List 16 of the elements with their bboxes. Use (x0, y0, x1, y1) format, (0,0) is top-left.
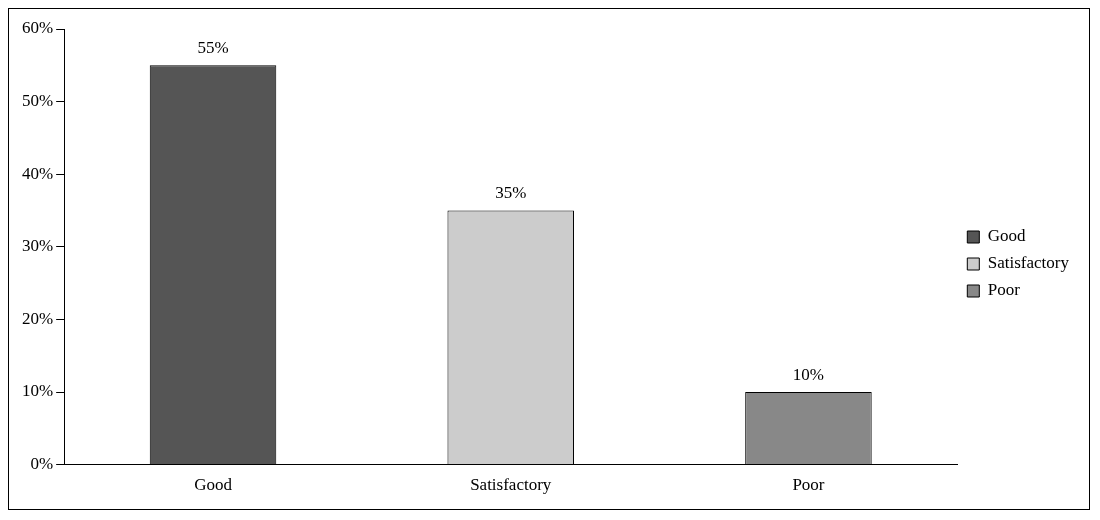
legend-label: Poor (987, 280, 1021, 300)
x-tick-label: Poor (792, 475, 825, 495)
y-tick-label: 40% (21, 163, 54, 183)
x-tick-label: Good (194, 475, 233, 495)
data-label: 10% (792, 364, 825, 384)
y-tick-label: 10% (21, 381, 54, 401)
data-label: 55% (197, 38, 229, 58)
y-tick-label: 30% (21, 236, 54, 256)
y-tick-label: 50% (21, 91, 54, 111)
y-tick-label: 20% (21, 308, 54, 328)
legend-label: Good (987, 226, 1027, 246)
legend-label: Satisfactory (987, 253, 1070, 273)
x-tick-label: Satisfactory (470, 475, 552, 495)
y-tick-label: 60% (21, 18, 54, 38)
y-tick-label: 0% (30, 454, 54, 474)
data-label: 35% (495, 183, 527, 203)
